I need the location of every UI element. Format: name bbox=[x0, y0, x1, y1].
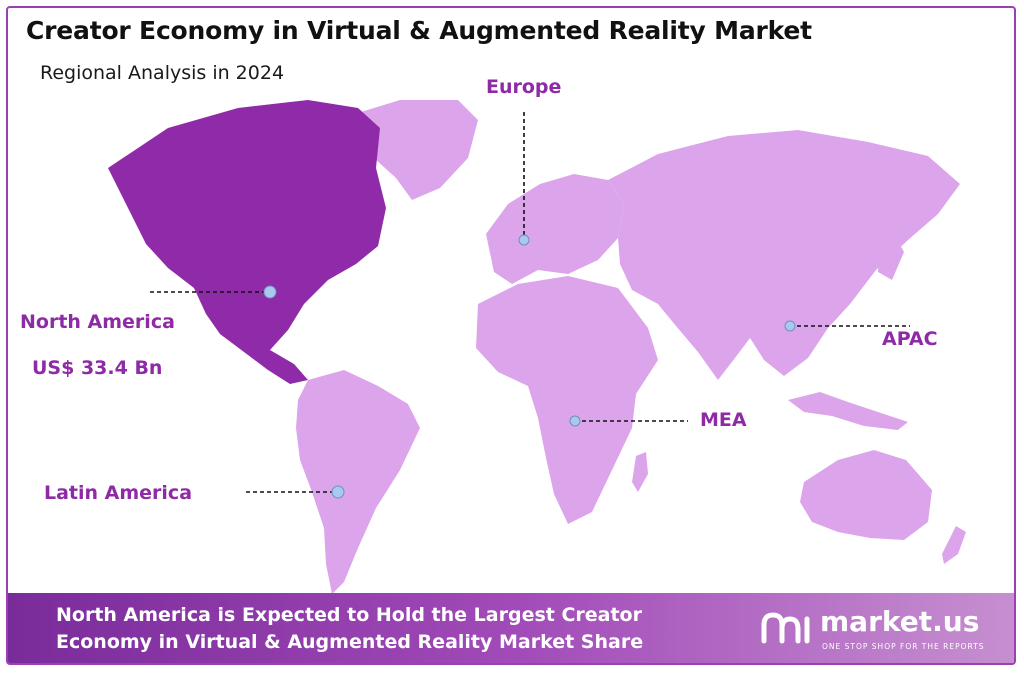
brand-tagline: ONE STOP SHOP FOR THE REPORTS bbox=[822, 642, 985, 651]
footer-line-2: Economy in Virtual & Augmented Reality M… bbox=[56, 631, 644, 653]
value-north-america: US$ 33.4 Bn bbox=[32, 357, 163, 379]
label-europe: Europe bbox=[486, 76, 562, 98]
indonesia-shape bbox=[788, 392, 908, 430]
marker-apac bbox=[784, 320, 796, 332]
label-latin-america: Latin America bbox=[44, 482, 193, 504]
brand-name: market.us bbox=[820, 605, 980, 638]
page-subtitle: Regional Analysis in 2024 bbox=[40, 62, 285, 84]
greenland-shape bbox=[348, 100, 478, 200]
footer-banner: North America is Expected to Hold the La… bbox=[8, 593, 1014, 663]
africa-shape bbox=[476, 276, 658, 524]
south-america-shape bbox=[296, 370, 420, 594]
asia-shape bbox=[608, 130, 960, 380]
japan-shape bbox=[878, 234, 904, 280]
label-apac: APAC bbox=[882, 328, 938, 350]
footer-message: North America is Expected to Hold the La… bbox=[56, 602, 643, 656]
marker-north-america bbox=[263, 285, 277, 299]
label-north-america: North America bbox=[20, 311, 175, 333]
europe-shape bbox=[486, 174, 624, 284]
marker-europe bbox=[518, 234, 530, 246]
madagascar-shape bbox=[632, 452, 648, 492]
label-mea: MEA bbox=[700, 409, 747, 431]
new-zealand-shape bbox=[942, 526, 966, 564]
page-title: Creator Economy in Virtual & Augmented R… bbox=[26, 16, 812, 45]
marker-latin-america bbox=[331, 485, 345, 499]
north-america-shape bbox=[108, 100, 386, 384]
footer-line-1: North America is Expected to Hold the La… bbox=[56, 604, 642, 626]
world-map bbox=[108, 100, 966, 594]
marker-mea bbox=[569, 415, 581, 427]
market-us-logo-icon bbox=[761, 612, 810, 644]
australia-shape bbox=[800, 450, 932, 540]
infographic-frame: Creator Economy in Virtual & Augmented R… bbox=[6, 6, 1016, 665]
